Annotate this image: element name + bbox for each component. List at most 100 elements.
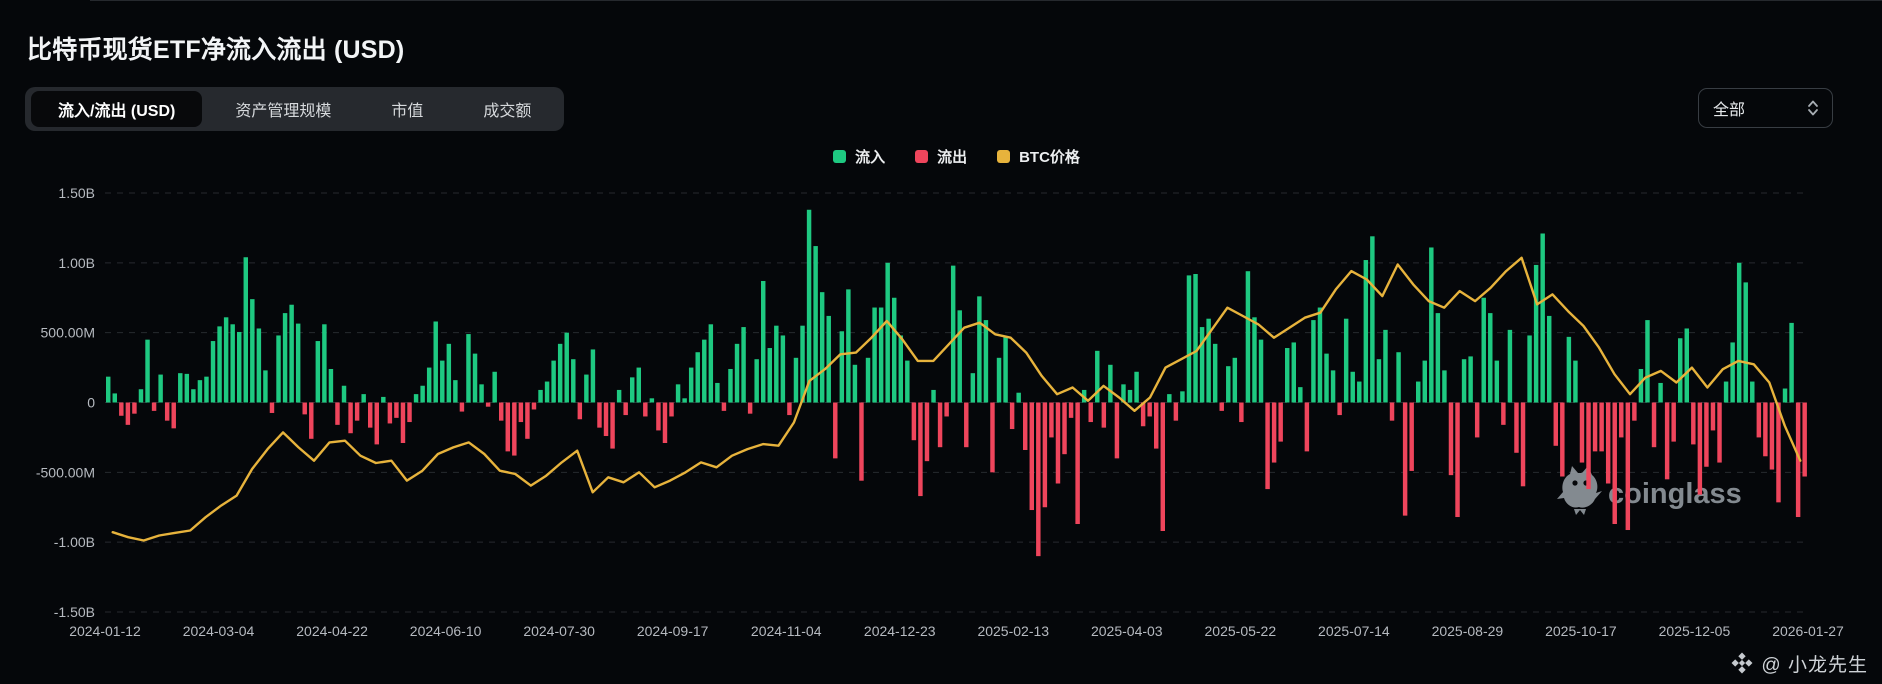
flow-bar xyxy=(597,402,602,428)
flow-bar xyxy=(728,368,733,403)
flow-bar xyxy=(708,324,714,403)
flow-bar xyxy=(400,402,406,443)
flow-bar xyxy=(977,296,982,403)
flow-bar xyxy=(1049,402,1054,438)
flow-bar xyxy=(741,327,746,403)
flow-bar xyxy=(276,335,281,403)
flow-bar xyxy=(872,307,877,403)
flow-bar xyxy=(237,331,242,403)
flow-bar xyxy=(426,367,432,403)
svg-text:2025-02-13: 2025-02-13 xyxy=(977,623,1049,639)
flow-bar xyxy=(289,304,294,403)
flow-bar xyxy=(1638,368,1644,403)
flow-bar xyxy=(1468,356,1473,403)
flow-bar xyxy=(1140,402,1146,427)
flow-bar xyxy=(1416,381,1421,403)
flow-bar xyxy=(505,402,510,452)
flow-bar xyxy=(1180,391,1185,403)
btc-price-swatch-icon xyxy=(997,149,1011,163)
flow-bar xyxy=(479,384,484,403)
flow-bar xyxy=(1186,275,1192,403)
legend-label-outflow: 流出 xyxy=(937,148,968,166)
legend-item-outflow[interactable]: 流出 xyxy=(915,146,967,167)
flow-bar xyxy=(675,384,681,403)
svg-text:2024-03-04: 2024-03-04 xyxy=(183,623,255,639)
flow-bar xyxy=(846,289,851,403)
flow-bar xyxy=(1533,264,1539,403)
flow-bar xyxy=(931,389,936,403)
time-range-select[interactable]: 全部 xyxy=(1698,88,1833,128)
flow-bar xyxy=(944,402,949,417)
flow-bar xyxy=(1769,402,1775,470)
flow-bar xyxy=(1717,402,1722,463)
flow-bar xyxy=(1756,402,1762,438)
flow-bar xyxy=(1442,370,1447,403)
svg-text:2024-09-17: 2024-09-17 xyxy=(637,623,709,639)
flow-bar xyxy=(996,357,1002,403)
flow-bar xyxy=(1134,371,1139,403)
flow-bar xyxy=(1619,402,1624,438)
flow-bar xyxy=(1389,402,1395,421)
flow-bar xyxy=(630,377,635,403)
flow-bar xyxy=(368,402,373,428)
flow-bar xyxy=(806,209,812,403)
flow-bar xyxy=(937,402,943,448)
flow-bar xyxy=(1605,402,1611,484)
svg-text:-1.50B: -1.50B xyxy=(54,604,95,620)
flow-bar xyxy=(1350,371,1355,403)
flow-bar xyxy=(1429,247,1434,403)
svg-text:2024-04-22: 2024-04-22 xyxy=(296,623,368,639)
legend-item-btc-price[interactable]: BTC价格 xyxy=(997,146,1080,167)
flow-bar xyxy=(1632,402,1637,421)
flow-bar xyxy=(1625,402,1631,531)
flow-bar xyxy=(1226,366,1231,403)
flow-bar xyxy=(1488,313,1493,403)
legend-item-inflow[interactable]: 流入 xyxy=(833,146,885,167)
svg-text:2024-01-12: 2024-01-12 xyxy=(69,623,141,639)
tab-inflow-outflow-usd[interactable]: 流入/流出 (USD) xyxy=(31,91,203,127)
flow-bar xyxy=(1645,320,1650,403)
flow-bar xyxy=(1553,402,1558,446)
flow-bar xyxy=(217,326,222,403)
flow-bar xyxy=(1167,394,1172,403)
flow-bar xyxy=(1343,318,1349,403)
flow-bar xyxy=(1547,315,1552,403)
flow-bar xyxy=(1612,402,1617,525)
svg-text:2025-12-05: 2025-12-05 xyxy=(1659,623,1731,639)
flow-bar xyxy=(499,402,504,421)
flow-bar xyxy=(125,402,131,425)
svg-text:2024-11-04: 2024-11-04 xyxy=(751,623,822,639)
flow-bar xyxy=(1651,402,1657,448)
flow-bar xyxy=(1736,262,1742,403)
flow-bar xyxy=(1330,370,1336,403)
flow-bar xyxy=(754,359,759,403)
flow-bar xyxy=(138,389,144,403)
flow-bar xyxy=(1278,402,1283,442)
flow-bar xyxy=(1422,360,1427,403)
flow-bar xyxy=(263,370,268,403)
tab-volume[interactable]: 成交额 xyxy=(456,91,558,127)
flow-bars xyxy=(106,209,1807,557)
attribution-text: @ 小龙先生 xyxy=(1761,654,1868,676)
flow-bar xyxy=(610,402,615,449)
flow-bar xyxy=(525,402,530,439)
flow-bar xyxy=(911,402,917,441)
flow-bar xyxy=(269,402,275,413)
flow-bar xyxy=(656,402,661,431)
svg-text:2024-07-30: 2024-07-30 xyxy=(523,623,595,639)
flow-bar xyxy=(623,402,628,416)
flow-bar xyxy=(132,402,137,414)
flow-bar xyxy=(1095,350,1100,403)
svg-text:2025-04-03: 2025-04-03 xyxy=(1091,623,1163,639)
tab-aum[interactable]: 资产管理规模 xyxy=(208,91,358,127)
flow-bar xyxy=(1088,402,1093,423)
tab-market-cap[interactable]: 市值 xyxy=(364,91,450,127)
flow-bar xyxy=(230,324,235,403)
flow-bar xyxy=(1075,402,1080,525)
flow-bar xyxy=(1592,402,1598,452)
flow-bar xyxy=(1795,402,1801,518)
svg-text:500.00M: 500.00M xyxy=(41,325,95,341)
flow-bar xyxy=(492,371,497,403)
flow-bar xyxy=(924,402,930,462)
